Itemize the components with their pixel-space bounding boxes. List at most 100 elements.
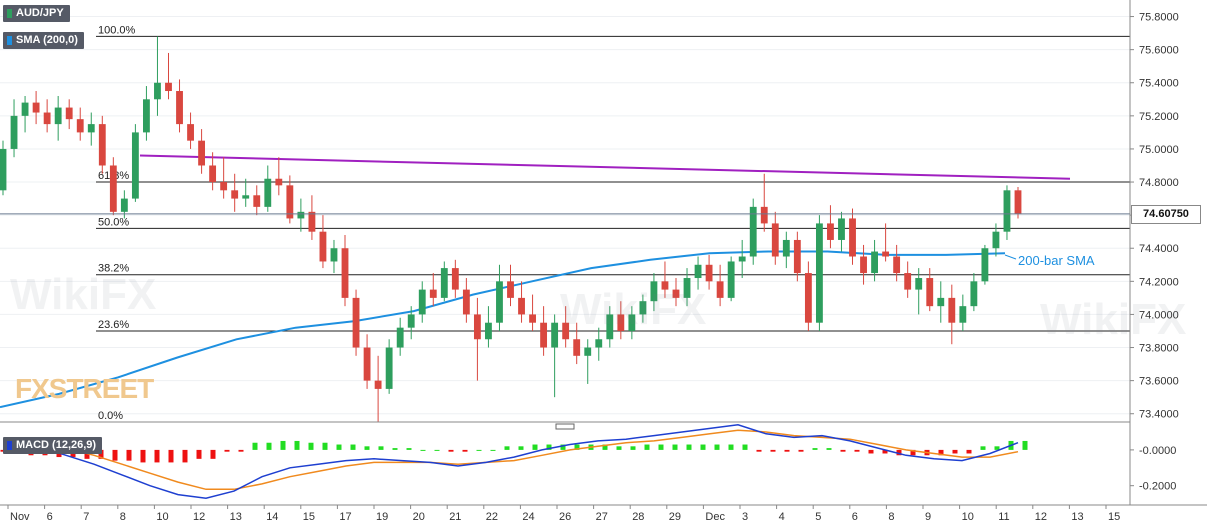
- sma-swatch: [7, 36, 12, 45]
- time-tick-label: 6: [47, 511, 53, 523]
- macd-legend-label: MACD (12,26,9): [16, 439, 97, 451]
- symbol-label: AUD/JPY: [16, 7, 64, 19]
- time-tick-label: 15: [1108, 511, 1120, 523]
- macd-histogram-bar: [140, 449, 146, 463]
- time-tick-label: 12: [1035, 511, 1047, 523]
- macd-histogram-bar: [658, 444, 664, 450]
- macd-histogram-bar: [644, 444, 650, 450]
- time-tick-label: 22: [486, 511, 498, 523]
- macd-histogram-bar: [840, 449, 846, 452]
- price-grid: [0, 16, 1130, 415]
- panel-splitter-handle: [555, 423, 575, 430]
- time-tick-label: 10: [962, 511, 974, 523]
- candle-body: [992, 231, 1000, 249]
- time-tick-label: 29: [669, 511, 681, 523]
- time-tick-label: 21: [449, 511, 461, 523]
- time-tick-label: 27: [596, 511, 608, 523]
- candle-body: [341, 248, 349, 298]
- time-tick-label: 3: [742, 511, 748, 523]
- fibonacci-levels: 100.0%61.8%50.0%38.2%23.6%0.0%: [96, 24, 1130, 423]
- time-tick-label: 13: [230, 511, 242, 523]
- candle-body: [496, 281, 503, 323]
- candle-body: [915, 278, 923, 290]
- macd-histogram-bar: [672, 444, 678, 450]
- resistance-trendline: [139, 154, 1071, 180]
- candle-body: [1003, 190, 1011, 232]
- candle-body: [440, 268, 448, 298]
- time-tick-label: 7: [83, 511, 89, 523]
- candle-body: [970, 281, 978, 307]
- candle-body: [231, 190, 239, 199]
- fib-level-label: 23.6%: [98, 319, 129, 331]
- candle-body: [330, 248, 338, 262]
- candle-body: [154, 82, 161, 100]
- macd-histogram-bar: [196, 449, 202, 459]
- macd-histogram-bar: [868, 449, 874, 454]
- brand-logo: FXSTREET: [15, 373, 154, 404]
- candle-body: [738, 256, 746, 262]
- macd-histogram-bar: [630, 446, 636, 450]
- candle-body: [540, 322, 548, 348]
- macd-histogram-bar: [812, 448, 818, 450]
- last-price-tag: 74.60750: [1131, 204, 1201, 224]
- macd-histogram-bar: [952, 449, 958, 454]
- candle-body: [838, 218, 845, 240]
- fib-level-label: 0.0%: [98, 410, 123, 422]
- macd-tick-label: -0.0000: [1139, 445, 1176, 457]
- candle-body: [220, 182, 228, 191]
- candle-body: [584, 347, 592, 356]
- candle-body: [264, 178, 272, 207]
- macd-histogram-bar: [448, 449, 454, 452]
- macd-histogram-bar: [994, 446, 1000, 450]
- candle-body: [109, 165, 117, 212]
- macd-legend: MACD (12,26,9): [3, 437, 103, 454]
- candle-body: [352, 297, 360, 348]
- macd-histogram-bar: [308, 442, 314, 450]
- time-tick-label: 28: [632, 511, 644, 523]
- macd-histogram-bar: [462, 449, 468, 452]
- watermark-1: WikiFX: [10, 270, 157, 319]
- macd-histogram-bar: [560, 444, 566, 450]
- macd-histogram-bar: [798, 449, 804, 452]
- candle-body: [760, 206, 768, 224]
- watermark-2: WikiFX: [560, 285, 707, 334]
- macd-histogram-bar: [616, 446, 622, 450]
- time-tick-label: 8: [120, 511, 126, 523]
- fib-level-label: 100.0%: [98, 24, 136, 36]
- candle-body: [815, 223, 823, 323]
- candle-body: [661, 281, 669, 290]
- macd-histogram-bar: [238, 449, 244, 452]
- candle-body: [981, 248, 989, 282]
- macd-histogram-bar: [112, 449, 118, 461]
- candle-body: [562, 322, 570, 340]
- candle-body: [176, 91, 183, 125]
- candle-body: [286, 185, 294, 219]
- candle-body: [827, 223, 834, 240]
- candle-body: [727, 261, 735, 298]
- macd-histogram-bar: [546, 444, 552, 450]
- macd-histogram-bar: [266, 442, 272, 450]
- candle-body: [143, 99, 150, 133]
- candle-body: [639, 301, 647, 315]
- candle-body: [0, 148, 7, 191]
- time-tick-label: 6: [852, 511, 858, 523]
- macd-histogram-bar: [98, 449, 104, 459]
- candle-body: [705, 264, 713, 282]
- fib-level-label: 38.2%: [98, 263, 129, 275]
- candle-body: [374, 380, 382, 389]
- macd-histogram-bar: [490, 449, 496, 451]
- macd-histogram-bar: [518, 446, 524, 450]
- candle-body: [804, 273, 812, 323]
- candle-body: [871, 251, 878, 274]
- candle-body: [860, 256, 867, 274]
- macd-histogram-bar: [896, 449, 902, 456]
- time-tick-label: 10: [156, 511, 168, 523]
- macd-histogram-bar: [224, 449, 230, 452]
- candle-body: [893, 256, 901, 274]
- candle-body: [595, 339, 603, 348]
- candle-body: [683, 278, 691, 298]
- time-axis: Nov 6 7 8 10 12 13 14 15 17 19 20 21 22 24 26 27 28 29 Dec 3…: [0, 504, 1207, 523]
- time-tick-label: 12: [193, 511, 205, 523]
- candle-body: [54, 107, 62, 125]
- time-tick-label: 26: [559, 511, 571, 523]
